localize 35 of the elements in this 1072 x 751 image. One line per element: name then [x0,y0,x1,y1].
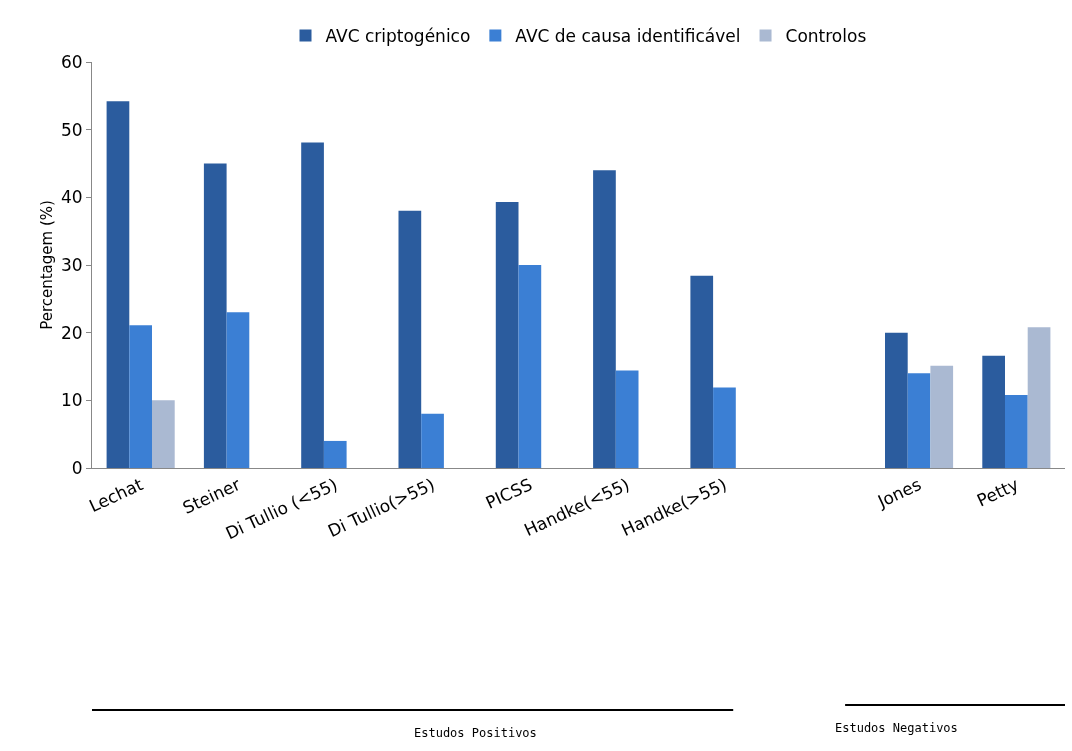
bar [323,440,347,468]
legend-label: AVC de causa identificável [515,26,741,47]
bar [1027,327,1051,468]
y-tick-label: 40 [60,187,83,208]
bar [615,370,639,468]
bar [907,373,931,468]
y-tick-label: 20 [60,322,83,343]
y-tick-label: 0 [71,457,83,478]
bar [930,365,954,468]
bar [885,332,908,468]
bar [593,170,616,468]
text: Estudos Negativos [835,721,958,735]
bar [421,413,444,468]
bar [398,210,422,468]
bar [713,387,736,468]
y-axis-title: Percentagem (%) [38,200,56,330]
x-tick-label: Petty [973,474,1022,511]
bar [518,265,542,468]
bar [301,142,324,468]
bar [152,400,175,468]
legend-label: Controlos [785,26,867,47]
bar [1005,394,1028,468]
bar [690,275,714,468]
y-tick-label: 60 [60,51,83,72]
bar [106,101,130,468]
y-tick-label: 10 [60,390,83,411]
bar [226,312,250,468]
legend-label: AVC criptogénico [325,26,471,47]
y-tick-label: 30 [60,254,83,275]
bar [203,163,227,468]
bar [495,202,519,468]
text: Estudos Positivos [414,726,537,740]
bar [982,355,1005,468]
bar [129,325,152,468]
y-tick-label: 50 [60,119,83,140]
